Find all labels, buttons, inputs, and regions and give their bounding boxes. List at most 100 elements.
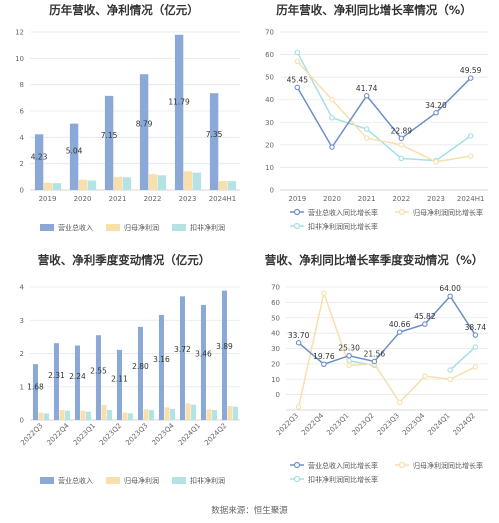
x-tick-label: 2023Q3 xyxy=(124,422,149,447)
bar-deducted-profit xyxy=(233,406,239,420)
bar-revenue xyxy=(104,95,114,190)
bar-net-profit xyxy=(101,405,107,420)
y-tick-label: 50 xyxy=(271,314,280,322)
y-tick-label: 0 xyxy=(20,187,24,195)
bar-deducted-profit xyxy=(149,410,155,420)
bar-value-label: 2.11 xyxy=(111,374,128,383)
data-point xyxy=(422,321,428,327)
x-tick-label: 2022 xyxy=(144,195,162,203)
bar-revenue xyxy=(34,134,44,190)
x-tick-label: 2020 xyxy=(74,195,92,203)
bar-value-label: 8.79 xyxy=(136,119,153,128)
bar-revenue xyxy=(221,290,227,420)
y-tick-label: 70 xyxy=(265,29,274,37)
data-source-note: 数据来源：恒生聚源 xyxy=(211,506,288,516)
bar-deducted-profit xyxy=(44,413,50,420)
y-tick-label: 1 xyxy=(20,383,24,391)
x-tick-label: 2024H1 xyxy=(209,195,237,203)
data-point xyxy=(433,110,439,116)
y-tick-label: 2 xyxy=(20,160,24,168)
bar-deducted-profit xyxy=(170,409,176,420)
y-tick-label: 0 xyxy=(20,417,24,425)
legend-swatch xyxy=(106,224,120,231)
bar-revenue xyxy=(179,296,185,420)
bar-deducted-profit xyxy=(191,404,197,420)
legend-label: 营业总收入 xyxy=(58,476,93,485)
point-value-label: 19.76 xyxy=(313,352,335,361)
data-point xyxy=(472,332,479,338)
x-tick-label: 2024Q2 xyxy=(451,412,476,437)
x-tick-label: 2022 xyxy=(392,195,410,203)
x-tick-label: 2021 xyxy=(358,195,376,203)
bar-revenue xyxy=(32,364,38,420)
legend-label: 归母净利润 xyxy=(124,476,159,485)
data-point xyxy=(321,361,327,367)
x-tick-label: 2024Q1 xyxy=(177,422,202,447)
data-point xyxy=(294,84,301,91)
y-tick-label: 2 xyxy=(20,350,24,358)
x-tick-label: 2023Q4 xyxy=(401,411,427,437)
point-value-label: 49.59 xyxy=(460,66,482,75)
data-point xyxy=(447,376,453,383)
x-tick-label: 2020 xyxy=(323,195,341,203)
bar-revenue xyxy=(74,345,80,420)
chart-title: 营收、净利季度变动情况（亿元） xyxy=(38,253,211,267)
data-point xyxy=(294,49,301,56)
y-tick-label: 0 xyxy=(270,187,274,195)
x-tick-label: 2021 xyxy=(109,195,127,203)
bar-value-label: 7.15 xyxy=(101,131,118,140)
data-point xyxy=(363,126,370,132)
series-line xyxy=(296,51,472,162)
point-value-label: 45.82 xyxy=(414,312,436,321)
y-tick-label: 8 xyxy=(20,81,24,89)
legend-label: 营业总收入 xyxy=(58,223,93,232)
legend-label: 营业总收入同比增长率 xyxy=(308,461,378,470)
bar-net-profit xyxy=(185,403,191,420)
data-point xyxy=(396,329,403,335)
bar-deducted-profit xyxy=(192,172,202,190)
point-value-label: 22.89 xyxy=(391,126,413,135)
y-tick-label: 30 xyxy=(271,345,280,353)
legend-label: 扣非净利润 xyxy=(190,223,225,232)
point-value-label: 45.45 xyxy=(287,75,309,84)
data-point xyxy=(321,290,327,296)
x-tick-label: 2023 xyxy=(427,195,445,203)
bar-deducted-profit xyxy=(157,175,167,190)
x-tick-label: 2023Q2 xyxy=(98,422,123,447)
bar-deducted-profit xyxy=(212,410,218,420)
bar-value-label: 7.35 xyxy=(206,130,223,139)
chart-title: 历年营收、净利情况（亿元） xyxy=(49,3,199,17)
bar-deducted-profit xyxy=(128,413,134,420)
series-line xyxy=(298,294,477,366)
point-value-label: 34.20 xyxy=(425,101,447,110)
legend-label: 归母净利润 xyxy=(124,223,159,232)
bar-revenue xyxy=(139,74,149,190)
data-point xyxy=(329,115,335,121)
point-value-label: 25.30 xyxy=(338,344,360,353)
x-tick-label: 2022Q4 xyxy=(45,421,71,447)
y-tick-label: 70 xyxy=(271,284,280,292)
bar-revenue xyxy=(158,314,164,420)
data-point xyxy=(329,96,335,103)
legend-swatch xyxy=(106,477,120,484)
bar-value-label: 5.04 xyxy=(66,147,83,156)
bar-net-profit xyxy=(59,410,65,420)
data-point xyxy=(295,404,302,410)
bar-net-profit xyxy=(164,407,170,420)
point-value-label: 33.70 xyxy=(288,331,310,340)
y-tick-label: 10 xyxy=(271,376,280,384)
bar-net-profit xyxy=(183,171,193,190)
x-tick-label: 2023Q3 xyxy=(376,412,401,437)
data-point xyxy=(396,399,403,406)
data-point xyxy=(398,155,405,162)
bar-net-profit xyxy=(218,181,228,190)
y-tick-label: 40 xyxy=(265,96,274,104)
y-tick-label: 40 xyxy=(271,330,280,338)
bar-value-label: 1.68 xyxy=(27,382,44,391)
data-point xyxy=(433,159,439,165)
bar-net-profit xyxy=(143,409,149,420)
legend-marker xyxy=(293,461,301,469)
legend-label: 扣非净利润同比增长率 xyxy=(308,475,378,484)
bar-net-profit xyxy=(206,409,212,420)
y-tick-label: 10 xyxy=(265,164,274,172)
